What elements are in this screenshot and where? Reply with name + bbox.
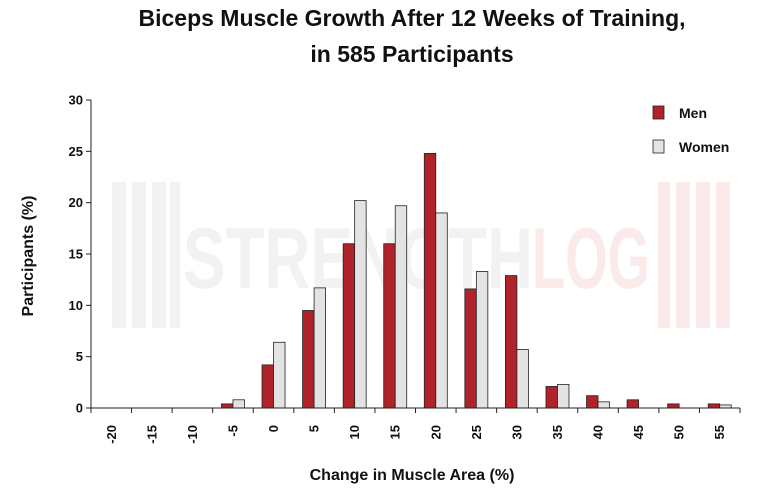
y-tick-label-5: 5 [76, 349, 83, 364]
x-tick-label--10: -10 [185, 425, 200, 444]
bar-men-10 [342, 243, 356, 409]
x-tick-label-40: 40 [591, 425, 606, 439]
bar-women-15 [394, 205, 408, 409]
bar-men-15 [383, 243, 396, 409]
bar-women-0 [273, 341, 286, 409]
y-tick-label-30: 30 [69, 93, 83, 108]
x-tick-label--5: -5 [225, 425, 240, 437]
bar-women-35 [557, 383, 570, 409]
bar-men-55 [707, 403, 721, 409]
x-tick-label-5: 5 [307, 425, 322, 432]
legend-label-men: Men [679, 105, 707, 121]
x-tick-label-25: 25 [469, 425, 484, 439]
x-tick-label-30: 30 [509, 425, 524, 439]
legend-swatch-women [652, 139, 665, 154]
x-tick-label-35: 35 [550, 425, 565, 439]
y-tick-label-25: 25 [69, 144, 83, 159]
bar-women-25 [475, 271, 489, 409]
bar-men-35 [545, 386, 558, 409]
bar-men-20 [423, 152, 437, 409]
bar-women--5 [232, 399, 245, 409]
y-tick-label-15: 15 [69, 247, 83, 262]
bar-women-5 [313, 287, 326, 409]
x-tick-label-0: 0 [266, 425, 281, 432]
y-axis-label: Participants (%) [20, 196, 37, 317]
watermark-text-log: LOG [532, 211, 650, 307]
bar-men-25 [464, 288, 477, 409]
x-tick-label--15: -15 [144, 425, 159, 444]
x-tick-label-15: 15 [388, 425, 403, 439]
bar-men--5 [221, 403, 234, 409]
x-tick-label--20: -20 [104, 425, 119, 444]
x-axis-label: Change in Muscle Area (%) [310, 467, 515, 484]
legend-swatch-men [652, 105, 665, 120]
watermark-bars-right-icon [658, 182, 730, 328]
bar-men-50 [667, 403, 680, 409]
x-tick-label-45: 45 [631, 425, 646, 439]
bar-men-30 [505, 275, 518, 409]
bar-men-5 [302, 310, 315, 409]
plot-area: 0 5 10 15 20 25 30 -20 -15 -10 -5 0 5 10 15 20 25 30 35 40 4… [69, 93, 741, 444]
y-tick-label-10: 10 [69, 298, 83, 313]
bar-women-10 [354, 200, 367, 409]
x-tick-label-50: 50 [672, 425, 687, 439]
y-tick-label-0: 0 [76, 401, 83, 416]
bar-women-20 [435, 212, 448, 409]
y-tick-label-20: 20 [69, 195, 83, 210]
watermark: STRENGTH LOG [112, 182, 730, 328]
watermark-bars-left-icon [112, 182, 180, 328]
bar-men-45 [626, 399, 639, 409]
bar-men-40 [586, 395, 599, 409]
x-tick-label-55: 55 [712, 425, 727, 439]
bar-women-30 [516, 349, 529, 409]
x-tick-label-10: 10 [347, 425, 362, 439]
legend: Men Women [652, 105, 729, 155]
bar-men-0 [261, 364, 274, 409]
chart-title-line-1: Biceps Muscle Growth After 12 Weeks of T… [138, 5, 685, 31]
bar-women-40 [597, 401, 610, 409]
legend-label-women: Women [679, 139, 729, 155]
x-tick-label-20: 20 [428, 425, 443, 439]
chart-title-line-2: in 585 Participants [310, 41, 513, 67]
